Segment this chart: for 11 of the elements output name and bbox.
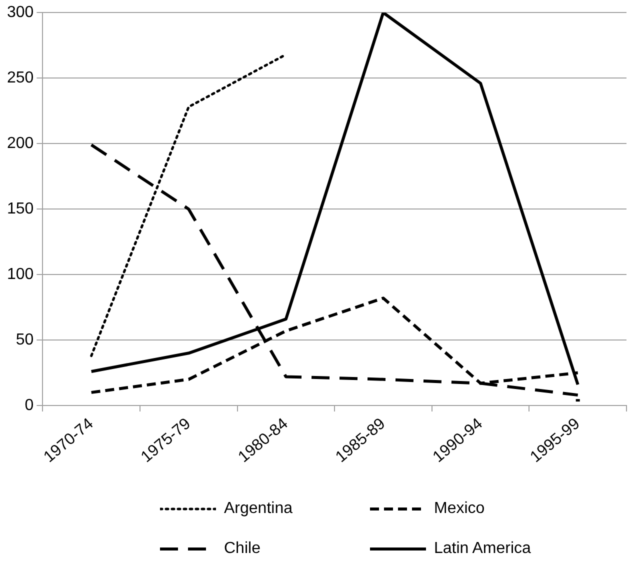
y-tick-label: 200 bbox=[6, 134, 34, 152]
legend-label: Mexico bbox=[434, 500, 485, 518]
legend-label: Argentina bbox=[224, 500, 292, 518]
y-tick-label: 150 bbox=[6, 200, 34, 218]
y-tick-label: 100 bbox=[6, 266, 34, 283]
y-tick-label: 250 bbox=[6, 70, 34, 86]
legend-label: Latin America bbox=[434, 540, 531, 558]
y-tick-label: 300 bbox=[6, 4, 34, 22]
y-tick-label: 50 bbox=[16, 331, 34, 348]
legend-label: Chile bbox=[224, 540, 260, 558]
y-tick-label: 0 bbox=[24, 396, 34, 414]
